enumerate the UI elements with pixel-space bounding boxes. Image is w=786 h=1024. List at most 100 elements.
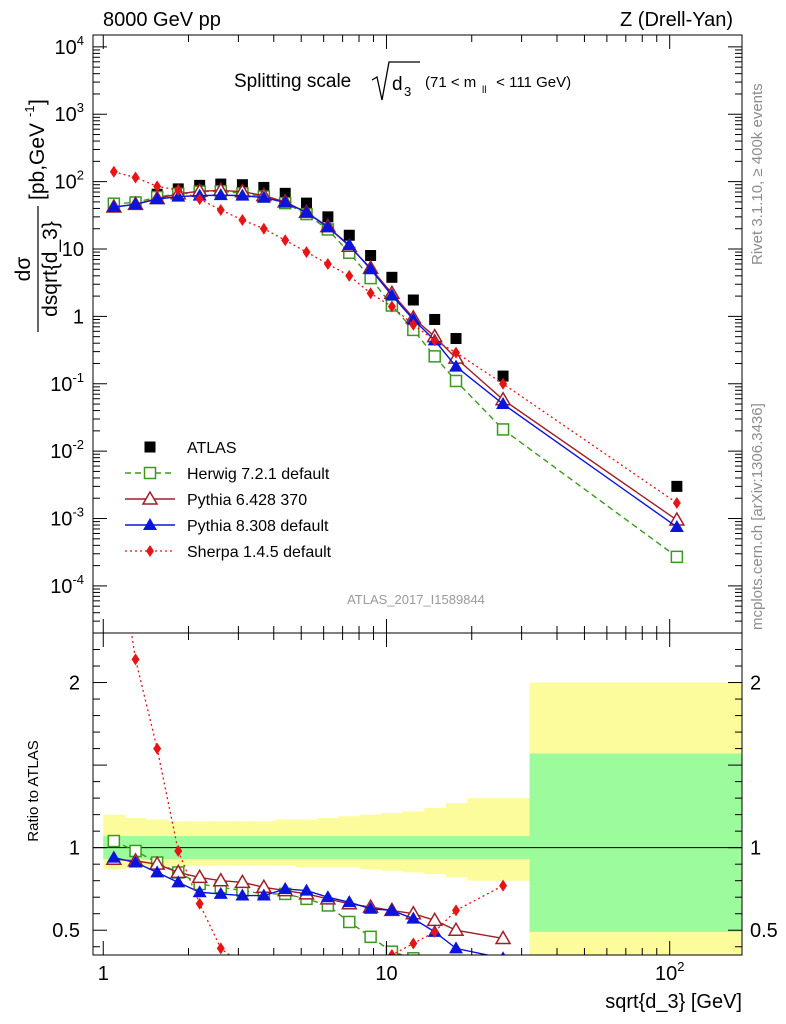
- x-tick-base-2: 10: [655, 963, 677, 985]
- point-pythia6-6: [234, 873, 251, 889]
- title-sqrt-sign: [371, 61, 420, 101]
- legend-label-sherpa: Sherpa 1.4.5 default: [187, 544, 332, 561]
- point-pythia8-5: [213, 188, 228, 201]
- point-sherpa-2: [153, 180, 162, 193]
- point-data-8: [279, 187, 291, 199]
- point-sherpa-12: [366, 287, 375, 300]
- point-sherpa-9: [302, 246, 311, 259]
- main-y-tick-exp-7: 3: [77, 100, 84, 115]
- ratio-panel-frame: [92, 632, 743, 956]
- point-sherpa-13: [387, 949, 396, 955]
- point-pythia8-2: [150, 865, 165, 878]
- ratio-series-pythia8: [106, 850, 506, 955]
- main-y-tick-base-4: 1: [73, 306, 84, 328]
- point-pythia8-6: [235, 888, 250, 901]
- point-sherpa-16: [452, 904, 461, 917]
- point-pythia8-1: [128, 197, 143, 210]
- ratio-y-tick-label-r-2: 2: [750, 673, 761, 695]
- point-pythia8-11: [342, 895, 357, 908]
- point-pythia8-14: [406, 911, 421, 924]
- point-sherpa-5: [216, 942, 225, 955]
- point-pythia8-16: [449, 941, 464, 954]
- main-y-tick-base-3: 10: [50, 374, 72, 396]
- point-pythia8-1: [128, 855, 143, 868]
- point-data-18: [671, 480, 683, 492]
- x-tick-base-1: 10: [375, 963, 397, 985]
- x-tick-base-0: 1: [98, 963, 109, 985]
- point-pythia8-9: [299, 205, 314, 218]
- point-herwig-15: [428, 350, 441, 363]
- point-herwig-17: [498, 981, 509, 992]
- main-y-tick-exp-6: 2: [77, 168, 84, 183]
- point-herwig-15: [429, 961, 440, 972]
- main-y-tick-label-5: 10: [62, 239, 84, 261]
- point-data-13: [386, 271, 398, 283]
- plot-title: Splitting scale d 3 (71 < m ll < 111 GeV…: [234, 61, 571, 101]
- main-y-tick-label-0: 10-4: [50, 572, 84, 598]
- point-sherpa-1: [131, 171, 140, 184]
- point-pythia8-10: [320, 890, 335, 903]
- point-sherpa-17: [499, 377, 508, 390]
- main-y-tick-label-8: 104: [55, 33, 84, 59]
- legend-entry-herwig: Herwig 7.2.1 default: [125, 466, 330, 483]
- main-series-sherpa: [109, 165, 681, 509]
- x-tick-exp-2: 2: [677, 959, 684, 974]
- ratio-y-tick-label-r-1: 1: [750, 838, 761, 860]
- point-sherpa-8: [281, 979, 289, 991]
- point-sherpa-6: [238, 213, 247, 226]
- ratio-uncertainty-bands: [93, 682, 742, 955]
- point-herwig-14: [407, 952, 420, 955]
- series-line-sherpa: [130, 633, 504, 955]
- point-sherpa-14: [409, 937, 418, 950]
- point-pythia6-4: [191, 868, 208, 884]
- point-pythia8-13: [384, 903, 399, 916]
- point-pythia6-16: [447, 921, 465, 936]
- point-sherpa-11: [345, 974, 353, 986]
- point-pythia8-8: [278, 195, 293, 208]
- point-pythia6-17: [494, 929, 512, 945]
- point-sherpa-4: [195, 897, 204, 910]
- title-paren-close: < 111 GeV): [492, 74, 571, 91]
- point-data-11: [343, 229, 355, 241]
- point-sherpa-2: [153, 742, 162, 755]
- ratio-series-sherpa: [130, 633, 508, 991]
- main-y-tick-label-7: 103: [55, 100, 84, 126]
- point-sherpa-13: [387, 300, 396, 313]
- header-left: 8000 GeV pp: [103, 9, 221, 31]
- main-y-axis-label: dσ dsqrt{d_3} [pb,GeV -1 ]: [12, 99, 62, 332]
- ylabel-units: [pb,GeV: [26, 123, 49, 200]
- x-tick-label-0: 1: [98, 963, 109, 985]
- main-y-tick-base-8: 10: [55, 37, 77, 59]
- point-sherpa-7: [260, 974, 268, 986]
- point-herwig-16: [449, 374, 463, 388]
- point-herwig-0: [107, 834, 121, 848]
- legend-marker-sherpa: [146, 545, 154, 557]
- legend-entry-pythia6: Pythia 6.428 370: [125, 490, 307, 509]
- point-pythia6-5: [212, 872, 230, 887]
- point-sherpa-12: [367, 966, 375, 978]
- point-pythia8-14: [406, 312, 421, 325]
- ylabel-units-sup: -1: [22, 105, 37, 117]
- point-pythia8-5: [213, 886, 228, 899]
- point-data-14: [407, 294, 419, 306]
- point-pythia8-0: [106, 850, 121, 863]
- x-tick-label-1: 10: [375, 963, 397, 985]
- point-pythia8-6: [235, 188, 250, 201]
- legend-marker-data: [144, 441, 156, 453]
- main-series-pythia8: [106, 188, 684, 532]
- point-pythia8-0: [106, 200, 121, 213]
- point-sherpa-10: [323, 257, 332, 270]
- point-pythia8-10: [320, 220, 335, 233]
- point-data-12: [365, 250, 377, 262]
- rivet-version-label: Rivet 3.1.10, ≥ 400k events: [749, 83, 766, 265]
- legend: ATLAS Herwig 7.2.1 default Pythia 6.428 37…: [125, 440, 332, 561]
- analysis-watermark: ATLAS_2017_I1589844: [347, 592, 485, 607]
- main-y-tick-exp-2: -2: [72, 437, 84, 452]
- point-pythia8-2: [150, 192, 165, 205]
- title-symbol: d: [392, 74, 403, 95]
- legend-marker-pythia6: [141, 490, 159, 505]
- legend-entry-data: ATLAS: [144, 440, 237, 457]
- point-sherpa-8: [281, 234, 290, 247]
- main-y-tick-base-5: 10: [62, 239, 84, 261]
